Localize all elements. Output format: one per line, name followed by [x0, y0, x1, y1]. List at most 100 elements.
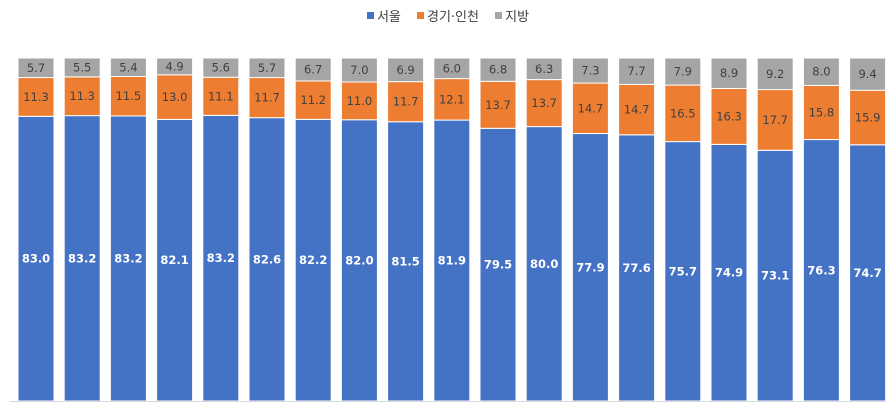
bar-regional — [156, 57, 194, 76]
data-label-regional: 7.7 — [627, 64, 645, 78]
bar-regional — [710, 57, 748, 89]
bar-seoul — [294, 118, 332, 402]
bar-gyeonggi-incheon — [17, 77, 55, 117]
legend-label: 서울 — [376, 10, 401, 25]
data-label-gyeonggi-incheon: 16.5 — [670, 106, 696, 120]
data-label-regional: 5.7 — [258, 61, 276, 75]
legend-item-gyeonggi-incheon: 경기·인천 — [417, 6, 479, 25]
data-label-regional: 9.4 — [858, 67, 876, 81]
bar-regional — [479, 57, 517, 82]
data-label-regional: 9.2 — [766, 67, 784, 81]
bar-gyeonggi-incheon — [433, 78, 471, 121]
bar-regional — [618, 57, 656, 85]
data-label-seoul: 83.2 — [68, 251, 96, 265]
legend-label: 지방 — [505, 10, 530, 25]
bar-gyeonggi-incheon — [710, 87, 748, 145]
bar-regional — [248, 57, 286, 79]
data-label-gyeonggi-incheon: 16.3 — [716, 109, 742, 123]
bar-regional — [571, 57, 609, 84]
data-label-gyeonggi-incheon: 15.8 — [809, 105, 835, 119]
bar-seoul — [479, 127, 517, 402]
data-label-gyeonggi-incheon: 11.5 — [116, 89, 142, 103]
bar-seoul — [525, 126, 563, 402]
legend-swatch — [366, 12, 374, 19]
data-label-seoul: 75.7 — [669, 264, 697, 278]
data-label-gyeonggi-incheon: 11.3 — [23, 90, 49, 104]
data-label-seoul: 82.6 — [253, 252, 281, 266]
data-label-gyeonggi-incheon: 13.7 — [485, 98, 511, 112]
bar-seoul — [849, 144, 887, 402]
data-label-gyeonggi-incheon: 15.9 — [855, 111, 881, 125]
bar-regional — [63, 57, 101, 78]
bar-gyeonggi-incheon — [571, 82, 609, 135]
data-label-gyeonggi-incheon: 14.7 — [624, 103, 650, 117]
bar-gyeonggi-incheon — [63, 76, 101, 117]
bar-gyeonggi-incheon — [756, 89, 794, 151]
bar-regional — [756, 57, 794, 91]
data-label-seoul: 79.5 — [484, 258, 512, 272]
data-label-gyeonggi-incheon: 11.0 — [347, 94, 373, 108]
data-label-regional: 8.0 — [812, 65, 830, 79]
data-label-seoul: 83.0 — [22, 252, 50, 266]
data-label-seoul: 81.5 — [391, 254, 419, 268]
bar-seoul — [618, 134, 656, 402]
data-label-gyeonggi-incheon: 11.3 — [69, 89, 95, 103]
data-label-regional: 7.9 — [674, 65, 692, 79]
data-label-seoul: 83.2 — [207, 251, 235, 265]
bar-regional — [109, 57, 147, 78]
bar-seoul — [433, 119, 471, 402]
bar-gyeonggi-incheon — [479, 80, 517, 129]
bar-seoul — [202, 114, 240, 402]
bar-gyeonggi-incheon — [849, 89, 887, 146]
legend-swatch — [495, 12, 503, 19]
data-label-gyeonggi-incheon: 14.7 — [578, 101, 604, 115]
data-label-gyeonggi-incheon: 13.7 — [531, 96, 557, 110]
data-label-gyeonggi-incheon: 13.0 — [162, 90, 188, 104]
bar-seoul — [756, 149, 794, 402]
data-label-seoul: 76.3 — [807, 263, 835, 277]
data-label-gyeonggi-incheon: 11.7 — [254, 91, 280, 105]
data-label-regional: 5.6 — [212, 61, 230, 75]
data-label-seoul: 73.1 — [761, 269, 789, 283]
data-label-regional: 5.7 — [27, 61, 45, 75]
legend-item-regional: 지방 — [495, 6, 529, 25]
legend-swatch — [417, 12, 424, 19]
bar-regional — [525, 57, 563, 81]
data-label-seoul: 81.9 — [438, 254, 466, 268]
bar-gyeonggi-incheon — [202, 76, 240, 116]
data-label-gyeonggi-incheon: 12.1 — [439, 92, 465, 106]
data-label-regional: 8.9 — [720, 66, 738, 80]
data-label-seoul: 74.9 — [715, 266, 743, 280]
data-label-seoul: 82.1 — [160, 253, 188, 267]
data-label-regional: 4.9 — [165, 59, 183, 73]
bar-regional — [802, 57, 840, 86]
data-label-seoul: 80.0 — [530, 257, 558, 271]
data-label-seoul: 83.2 — [114, 251, 142, 265]
data-label-regional: 5.4 — [119, 60, 137, 74]
bar-regional — [17, 57, 55, 79]
bar-regional — [849, 57, 887, 91]
bar-regional — [387, 57, 425, 83]
data-label-regional: 5.5 — [73, 60, 91, 74]
bar-seoul — [802, 139, 840, 402]
bar-regional — [340, 57, 378, 83]
data-label-gyeonggi-incheon: 17.7 — [762, 113, 788, 127]
data-label-regional: 6.9 — [396, 63, 414, 77]
data-label-regional: 6.3 — [535, 62, 553, 76]
legend-label: 경기·인천 — [427, 10, 479, 25]
bar-regional — [202, 57, 240, 78]
data-label-seoul: 82.0 — [345, 253, 373, 267]
bar-regional — [433, 57, 471, 80]
bar-gyeonggi-incheon — [109, 76, 147, 117]
data-label-regional: 7.3 — [581, 64, 599, 78]
data-label-seoul: 77.6 — [622, 261, 650, 275]
bar-gyeonggi-incheon — [340, 81, 378, 121]
bar-regional — [294, 57, 332, 82]
data-label-seoul: 82.2 — [299, 253, 327, 267]
data-label-regional: 6.0 — [443, 61, 461, 75]
bar-regional — [664, 57, 702, 86]
data-label-regional: 6.8 — [489, 63, 507, 77]
legend-item-seoul: 서울 — [366, 6, 401, 25]
